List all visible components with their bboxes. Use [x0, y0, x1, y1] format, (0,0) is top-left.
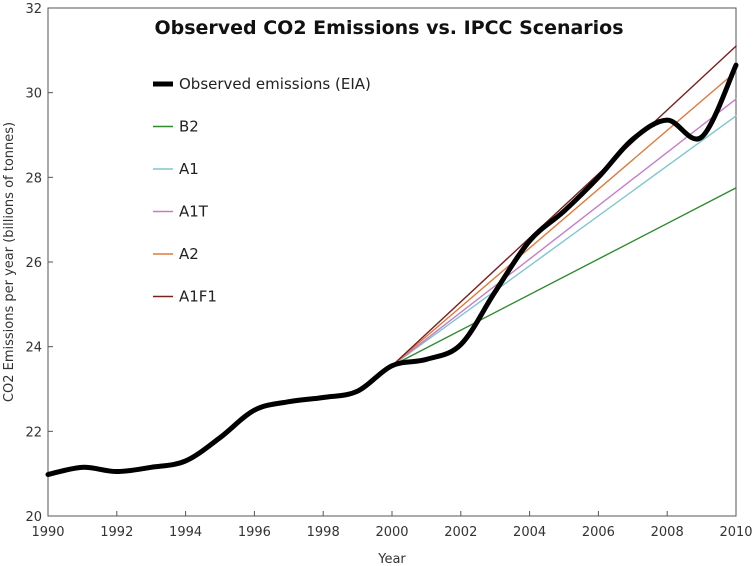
x-tick-label: 2004	[513, 525, 546, 540]
series-line-a1	[391, 115, 737, 367]
series-line-a1f1	[391, 45, 737, 367]
series-line-a2	[391, 70, 737, 367]
legend-label-a1: A1	[179, 160, 199, 178]
x-tick-label: 1990	[31, 525, 64, 540]
y-tick-label: 28	[25, 171, 42, 186]
y-tick-label: 30	[25, 87, 42, 102]
series-line-b2	[391, 187, 737, 367]
legend-label-a2: A2	[179, 245, 199, 263]
x-tick-label: 2008	[651, 525, 684, 540]
legend-label-a1f1: A1F1	[179, 288, 217, 306]
x-tick-label: 2002	[444, 525, 477, 540]
chart-title: Observed CO2 Emissions vs. IPCC Scenario…	[154, 17, 623, 39]
axis-layer: 1990 1992 1994 1996 1998 2000 2002 2004 2006 2008…	[25, 2, 752, 540]
series-line-a1t	[391, 98, 737, 367]
y-tick-label: 20	[25, 510, 42, 525]
x-tick-label: 1992	[100, 525, 133, 540]
x-tick-label: 1994	[169, 525, 202, 540]
legend-label-a1t: A1T	[179, 203, 209, 221]
y-tick-label: 26	[25, 256, 42, 271]
y-axis-title: CO2 Emissions per year (billions of tonn…	[2, 122, 17, 402]
x-tick-label: 2010	[719, 525, 752, 540]
x-tick-label: 1998	[307, 525, 340, 540]
series-line-observed-emissions-eia	[45, 62, 739, 478]
y-tick-label: 22	[25, 425, 42, 440]
legend: Observed emissions (EIA) B2 A1 A1T A2 A1F1	[153, 75, 371, 306]
legend-label-b2: B2	[179, 118, 199, 136]
x-axis-title: Year	[377, 552, 406, 566]
x-tick-label: 2000	[375, 525, 408, 540]
legend-label-observed-emissions-eia: Observed emissions (EIA)	[179, 75, 371, 93]
x-tick-label: 1996	[238, 525, 271, 540]
x-tick-label: 2006	[582, 525, 615, 540]
y-tick-label: 24	[25, 341, 42, 356]
series-layer	[45, 45, 739, 478]
y-tick-label: 32	[25, 2, 42, 17]
